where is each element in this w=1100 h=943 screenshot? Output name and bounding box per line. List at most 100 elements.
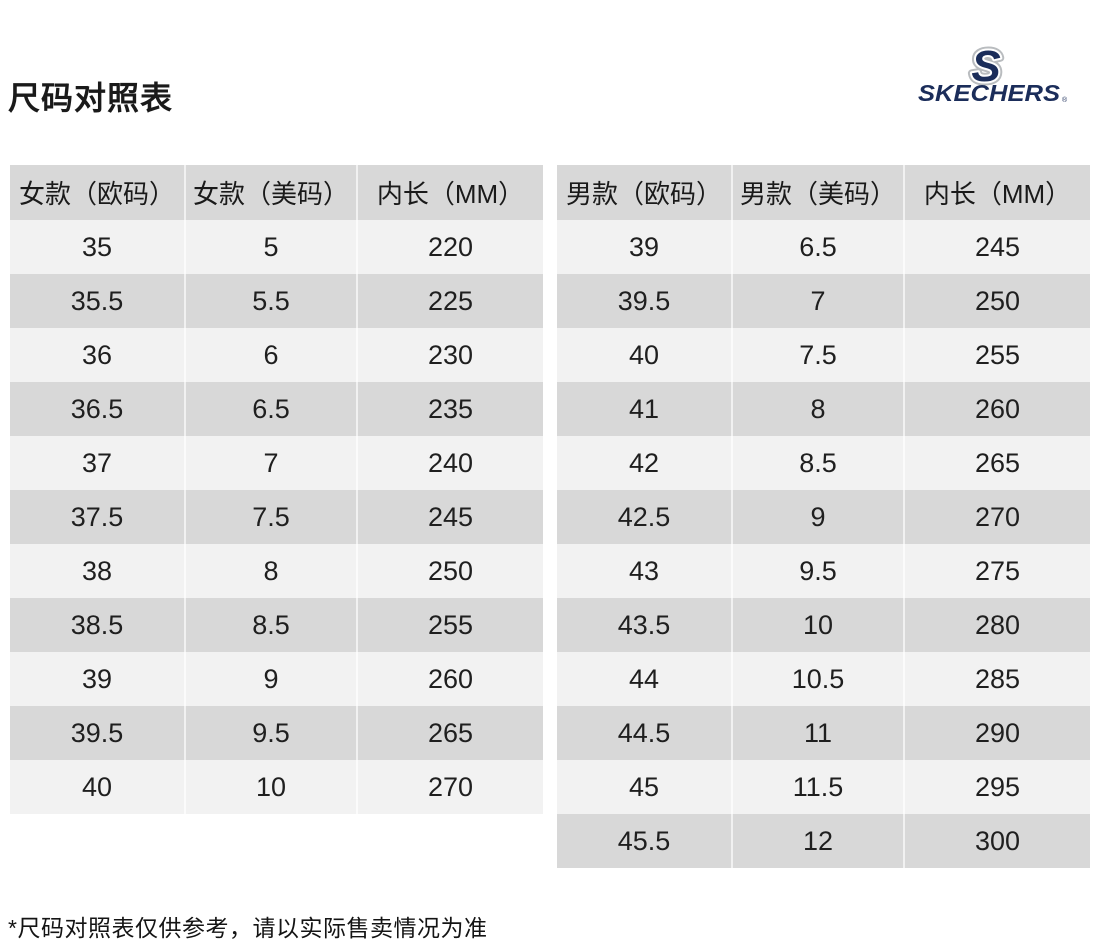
table-row: 35.5 5.5 225	[10, 274, 543, 328]
svg-text:S: S	[971, 44, 1000, 91]
size-cell: 245	[903, 220, 1090, 274]
size-cell: 11.5	[731, 760, 903, 814]
table-row: 35 5 220	[10, 220, 543, 274]
table-row: 36.5 6.5 235	[10, 382, 543, 436]
size-cell: 39	[557, 220, 731, 274]
column-header: 男款（欧码）	[557, 165, 731, 220]
size-cell: 265	[903, 436, 1090, 490]
size-cell: 290	[903, 706, 1090, 760]
size-cell: 8	[184, 544, 356, 598]
size-cell: 7	[184, 436, 356, 490]
size-cell: 40	[557, 328, 731, 382]
registered-mark: ®	[1062, 96, 1068, 104]
size-cell: 8	[731, 382, 903, 436]
svg-text:S: S	[971, 44, 1000, 91]
table-row: 39 9 260	[10, 652, 543, 706]
size-cell: 270	[903, 490, 1090, 544]
table-row: 43 9.5 275	[557, 544, 1090, 598]
size-cell: 9	[184, 652, 356, 706]
size-cell: 44	[557, 652, 731, 706]
table-row: 44.5 11 290	[557, 706, 1090, 760]
men-size-table: 男款（欧码） 男款（美码） 内长（MM） 39 6.5 245 39.5 7 250 40 7.5 2…	[557, 165, 1090, 868]
table-row: 39.5 7 250	[557, 274, 1090, 328]
column-header: 内长（MM）	[356, 165, 543, 220]
table-row: 39.5 9.5 265	[10, 706, 543, 760]
size-cell: 11	[731, 706, 903, 760]
size-cell: 235	[356, 382, 543, 436]
size-cell: 245	[356, 490, 543, 544]
table-row: 39 6.5 245	[557, 220, 1090, 274]
skechers-logo: S S S SKECHERS ®	[914, 38, 1070, 106]
size-cell: 39.5	[10, 706, 184, 760]
page-title: 尺码对照表	[8, 80, 174, 117]
table-row: 40 10 270	[10, 760, 543, 814]
column-header: 内长（MM）	[903, 165, 1090, 220]
size-cell: 9	[731, 490, 903, 544]
header-row: 女款（欧码） 女款（美码） 内长（MM）	[10, 165, 543, 220]
size-cell: 7.5	[184, 490, 356, 544]
svg-text:S: S	[971, 44, 1000, 91]
size-cell: 6	[184, 328, 356, 382]
size-cell: 220	[356, 220, 543, 274]
size-cell: 10	[731, 598, 903, 652]
table-row: 43.5 10 280	[557, 598, 1090, 652]
table-row: 45 11.5 295	[557, 760, 1090, 814]
skechers-logo-graphic: S S S SKECHERS ®	[918, 38, 1068, 106]
size-cell: 42.5	[557, 490, 731, 544]
table-row: 41 8 260	[557, 382, 1090, 436]
size-cell: 285	[903, 652, 1090, 706]
size-cell: 225	[356, 274, 543, 328]
size-cell: 44.5	[557, 706, 731, 760]
table-row: 45.5 12 300	[557, 814, 1090, 868]
size-cell: 45	[557, 760, 731, 814]
size-cell: 37.5	[10, 490, 184, 544]
size-cell: 6.5	[184, 382, 356, 436]
column-header: 女款（欧码）	[10, 165, 184, 220]
size-tables-container: 女款（欧码） 女款（美码） 内长（MM） 35 5 220 35.5 5.5 225 36 6 230…	[10, 165, 1090, 868]
size-cell: 5	[184, 220, 356, 274]
size-cell: 40	[10, 760, 184, 814]
size-cell: 300	[903, 814, 1090, 868]
size-cell: 43	[557, 544, 731, 598]
size-cell: 7.5	[731, 328, 903, 382]
size-cell: 36	[10, 328, 184, 382]
size-cell: 9.5	[184, 706, 356, 760]
skechers-s-icon: S S S	[967, 38, 1004, 95]
table-row: 38.5 8.5 255	[10, 598, 543, 652]
size-cell: 250	[903, 274, 1090, 328]
size-cell: 240	[356, 436, 543, 490]
size-cell: 230	[356, 328, 543, 382]
size-cell: 10	[184, 760, 356, 814]
size-cell: 265	[356, 706, 543, 760]
size-cell: 39.5	[557, 274, 731, 328]
table-row: 40 7.5 255	[557, 328, 1090, 382]
size-cell: 12	[731, 814, 903, 868]
size-cell: 255	[356, 598, 543, 652]
size-cell: 38	[10, 544, 184, 598]
size-cell: 7	[731, 274, 903, 328]
size-cell: 9.5	[731, 544, 903, 598]
size-cell: 41	[557, 382, 731, 436]
table-row: 37.5 7.5 245	[10, 490, 543, 544]
size-cell: 37	[10, 436, 184, 490]
size-cell: 10.5	[731, 652, 903, 706]
size-cell: 35.5	[10, 274, 184, 328]
size-cell: 6.5	[731, 220, 903, 274]
skechers-wordmark: SKECHERS	[918, 80, 1061, 104]
size-cell: 275	[903, 544, 1090, 598]
size-cell: 5.5	[184, 274, 356, 328]
table-row: 42 8.5 265	[557, 436, 1090, 490]
women-size-table: 女款（欧码） 女款（美码） 内长（MM） 35 5 220 35.5 5.5 225 36 6 230…	[10, 165, 543, 814]
size-cell: 39	[10, 652, 184, 706]
size-cell: 35	[10, 220, 184, 274]
size-cell: 270	[356, 760, 543, 814]
size-cell: 36.5	[10, 382, 184, 436]
table-row: 38 8 250	[10, 544, 543, 598]
footnote: *尺码对照表仅供参考，请以实际售卖情况为准	[8, 915, 488, 941]
column-header: 男款（美码）	[731, 165, 903, 220]
table-row: 42.5 9 270	[557, 490, 1090, 544]
size-cell: 280	[903, 598, 1090, 652]
size-cell: 250	[356, 544, 543, 598]
size-cell: 8.5	[731, 436, 903, 490]
size-cell: 260	[903, 382, 1090, 436]
